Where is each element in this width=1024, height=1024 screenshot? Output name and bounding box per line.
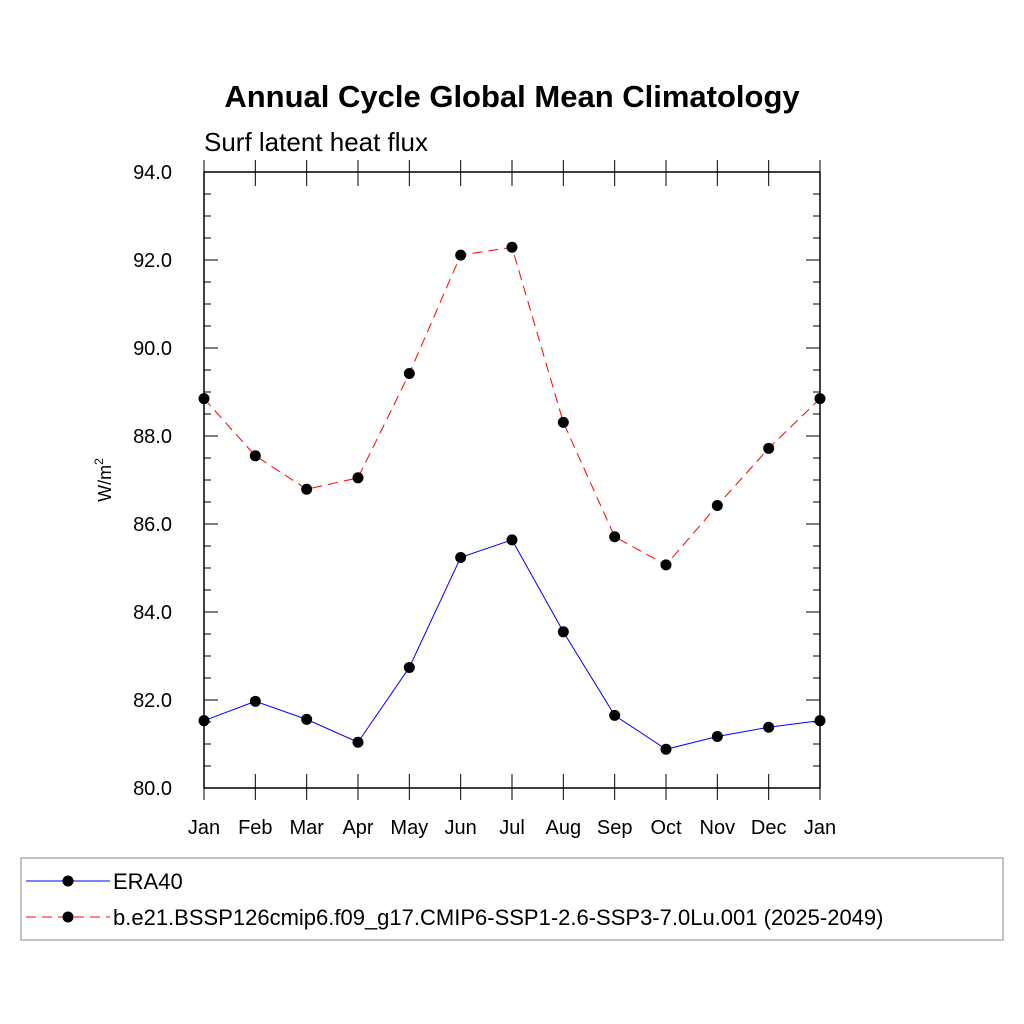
x-tick-label: Sep (597, 817, 633, 839)
x-tick-label: Aug (546, 817, 582, 839)
data-point-series-1 (763, 721, 775, 733)
legend-marker-2 (62, 911, 74, 923)
svg-text:W/m2: W/m2 (92, 458, 115, 502)
y-tick-label: 84.0 (133, 602, 172, 624)
data-point-series-2 (506, 241, 518, 253)
data-point-series-1 (660, 743, 672, 755)
data-point-series-2 (609, 531, 621, 543)
axis-ticks (203, 160, 821, 800)
data-point-series-2 (455, 249, 467, 261)
x-tick-label: Nov (700, 817, 736, 839)
legend: ERA40 b.e21.BSSP126cmip6.f09_g17.CMIP6-SS… (20, 857, 1004, 941)
x-tick-label: Oct (650, 817, 682, 839)
data-point-series-1 (301, 713, 313, 725)
x-tick-label: Dec (751, 817, 787, 839)
data-point-series-2 (352, 472, 364, 484)
x-tick-label: Apr (342, 817, 373, 839)
data-point-series-2 (711, 500, 723, 512)
chart-subtitle: Surf latent heat flux (204, 127, 428, 157)
y-tick-label: 94.0 (133, 162, 172, 184)
x-tick-label: Jan (188, 817, 220, 839)
chart-title: Annual Cycle Global Mean Climatology (224, 79, 800, 114)
y-tick-label: 90.0 (133, 338, 172, 360)
legend-marker-1 (62, 875, 74, 887)
y-axis-label-superscript: 2 (92, 458, 106, 465)
data-point-series-1 (506, 534, 518, 546)
series-line-1 (203, 539, 821, 750)
y-axis-title: W/m2 (92, 458, 115, 502)
x-tick-label: Jan (804, 817, 836, 839)
tick-labels: Jan Feb Mar Apr May Jun Jul Aug Sep Oct Nov Dec Jan 8… (133, 162, 836, 839)
y-tick-label: 92.0 (133, 250, 172, 272)
data-point-series-1 (557, 626, 569, 638)
y-tick-label: 86.0 (133, 514, 172, 536)
data-point-series-2 (249, 450, 261, 462)
y-axis-label: W/m (95, 465, 115, 502)
series-line-2 (203, 246, 821, 566)
data-point-series-2 (660, 559, 672, 571)
plot-frame (203, 171, 821, 789)
data-point-series-1 (711, 731, 723, 743)
x-tick-label: Jul (499, 817, 525, 839)
legend-label-1: ERA40 (113, 869, 183, 894)
x-tick-label: Jun (445, 817, 477, 839)
data-series (198, 241, 826, 755)
y-tick-label: 88.0 (133, 426, 172, 448)
x-tick-label: Feb (238, 817, 272, 839)
y-tick-label: 80.0 (133, 778, 172, 800)
data-point-series-1 (403, 661, 415, 673)
legend-label-2: b.e21.BSSP126cmip6.f09_g17.CMIP6-SSP1-2.… (113, 905, 883, 930)
data-point-series-1 (352, 736, 364, 748)
data-point-series-1 (249, 695, 261, 707)
data-point-series-2 (763, 442, 775, 454)
data-point-series-1 (455, 551, 467, 563)
y-tick-label: 82.0 (133, 690, 172, 712)
data-point-series-2 (403, 368, 415, 380)
legend-box (20, 857, 1004, 941)
data-point-series-2 (557, 416, 569, 428)
x-tick-label: May (390, 817, 428, 839)
x-tick-label: Mar (289, 817, 324, 839)
data-point-series-1 (609, 709, 621, 721)
data-point-series-2 (301, 483, 313, 495)
